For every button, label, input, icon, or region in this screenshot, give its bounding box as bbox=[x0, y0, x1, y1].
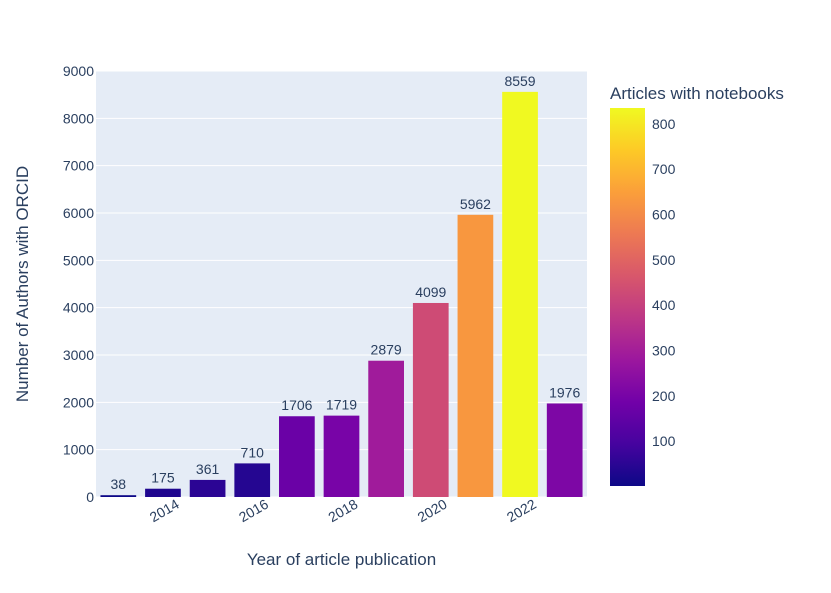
bar-value-label: 4099 bbox=[415, 284, 446, 300]
colorbar-tick-label: 200 bbox=[652, 388, 676, 404]
colorbar-tick-label: 700 bbox=[652, 161, 676, 177]
bar-value-label: 1976 bbox=[549, 384, 580, 400]
y-tick-label: 2000 bbox=[63, 394, 94, 410]
bar-value-label: 1706 bbox=[281, 397, 312, 413]
colorbar-ticks: 100 200 300 400 500 600 700 800 bbox=[652, 116, 676, 449]
bar-2019 bbox=[368, 360, 404, 497]
y-tick-label: 4000 bbox=[63, 300, 94, 316]
bar-value-label: 175 bbox=[151, 470, 175, 486]
bar-2017 bbox=[279, 416, 315, 497]
colorbar-gradient bbox=[610, 108, 645, 486]
x-tick-label: 2014 bbox=[147, 496, 182, 526]
y-tick-label: 0 bbox=[86, 489, 94, 505]
bar-value-label: 361 bbox=[196, 461, 220, 477]
colorbar-tick-label: 600 bbox=[652, 207, 676, 223]
bar-2020 bbox=[412, 302, 449, 497]
bar-value-label: 1719 bbox=[326, 397, 357, 413]
y-tick-label: 3000 bbox=[63, 347, 94, 363]
y-tick-label: 1000 bbox=[63, 442, 94, 458]
bar-2022 bbox=[502, 91, 538, 498]
x-axis-ticks: 2014 2016 2018 2020 2022 bbox=[147, 496, 539, 526]
bar-2021 bbox=[457, 214, 494, 498]
colorbar-tick-label: 400 bbox=[652, 297, 676, 313]
colorbar-tick-label: 100 bbox=[652, 433, 676, 449]
y-tick-label: 7000 bbox=[63, 158, 94, 174]
bar-2013 bbox=[100, 495, 137, 497]
bar-value-label: 5962 bbox=[460, 196, 491, 212]
bar-value-label: 8559 bbox=[504, 73, 535, 89]
x-tick-label: 2022 bbox=[504, 496, 539, 526]
colorbar-tick-label: 500 bbox=[652, 252, 676, 268]
y-tick-label: 6000 bbox=[63, 205, 94, 221]
colorbar: Articles with notebooks 100 200 300 400 500 6… bbox=[610, 84, 784, 486]
bar-value-label: 710 bbox=[241, 444, 265, 460]
y-axis-title: Number of Authors with ORCID bbox=[13, 166, 32, 402]
bar-2014 bbox=[145, 488, 181, 497]
bar-2015 bbox=[189, 479, 226, 497]
bar-2023 bbox=[546, 403, 583, 497]
bar-2016 bbox=[234, 463, 271, 497]
y-tick-label: 8000 bbox=[63, 110, 94, 126]
colorbar-title: Articles with notebooks bbox=[610, 84, 784, 103]
bar-value-label: 2879 bbox=[371, 342, 402, 358]
colorbar-tick-label: 300 bbox=[652, 342, 676, 358]
x-tick-label: 2018 bbox=[325, 496, 360, 526]
bar-labels: 38 175 361 710 1706 1719 2879 4099 5962 8559 1976 bbox=[111, 73, 581, 492]
bar-value-label: 38 bbox=[111, 476, 127, 492]
x-tick-label: 2016 bbox=[236, 496, 271, 526]
y-tick-label: 5000 bbox=[63, 252, 94, 268]
x-tick-label: 2020 bbox=[415, 496, 450, 526]
bars bbox=[100, 91, 583, 498]
y-axis-ticks: 0 1000 2000 3000 4000 5000 6000 7000 8000 9000 bbox=[63, 63, 94, 505]
x-axis-title: Year of article publication bbox=[247, 550, 436, 569]
colorbar-tick-label: 800 bbox=[652, 116, 676, 132]
y-tick-label: 9000 bbox=[63, 63, 94, 79]
bar-2018 bbox=[323, 415, 360, 497]
